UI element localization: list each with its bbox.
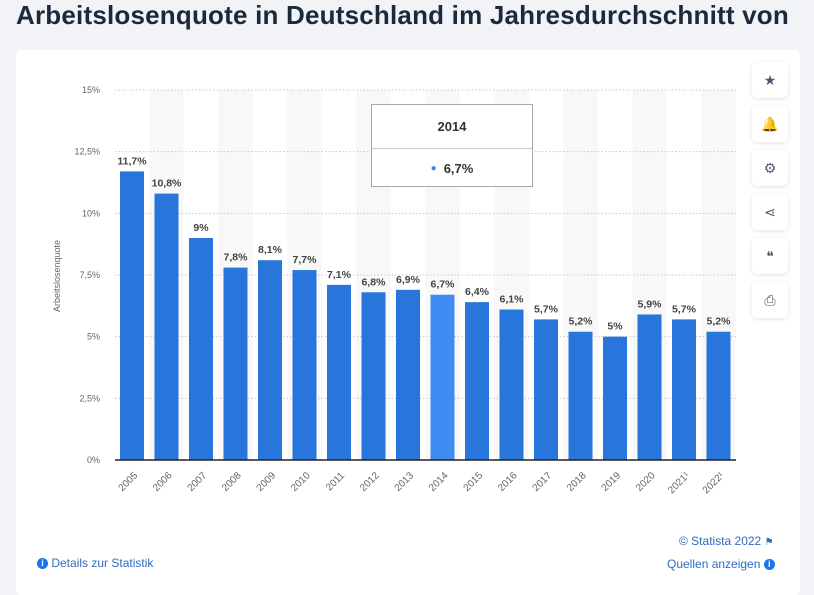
x-tick-label: 2007 [186, 470, 210, 494]
bullet-icon: ● [430, 162, 437, 174]
tooltip-value: 6,7% [443, 160, 474, 176]
print-icon: ⎙ [764, 291, 776, 308]
details-link[interactable]: i Details zur Statistik [37, 556, 153, 570]
bar-2005[interactable] [120, 171, 144, 460]
star-button[interactable]: ★ [752, 62, 788, 98]
x-tick-label: 2012 [358, 470, 382, 494]
bar-2011[interactable] [327, 284, 351, 460]
data-label: 6,1% [500, 294, 525, 306]
bar-2013[interactable] [396, 289, 420, 460]
bell-button[interactable]: 🔔 [752, 106, 788, 142]
y-tick-label: 10% [82, 208, 100, 218]
y-tick-label: 15% [82, 85, 100, 95]
info-icon: i [763, 559, 775, 571]
share-icon: ⋖ [764, 203, 776, 220]
bar-2017[interactable] [534, 319, 558, 460]
details-text: Details zur Statistik [51, 556, 154, 570]
x-tick-label: 2019 [600, 470, 624, 494]
x-tick-label: 2022¹ [701, 470, 727, 496]
copyright-text: © Statista 2022 [679, 534, 762, 548]
bar-2008[interactable] [223, 267, 248, 460]
bar-2022[interactable] [706, 331, 731, 460]
data-label: 5,7% [672, 303, 697, 315]
bar-2016[interactable] [499, 309, 524, 460]
x-tick-label: 2009 [255, 470, 279, 494]
data-label: 5,7% [534, 303, 559, 315]
y-tick-label: 2,5% [79, 393, 100, 403]
x-tick-label: 2020 [634, 470, 658, 494]
bar-2010[interactable] [292, 270, 317, 460]
data-label: 6,4% [465, 286, 490, 298]
info-icon: i [37, 558, 48, 570]
bell-icon: 🔔 [761, 115, 779, 132]
data-label: 5% [607, 321, 623, 333]
x-tick-label: 2005 [117, 470, 141, 494]
bar-2012[interactable] [361, 292, 386, 460]
data-label: 6,7% [431, 279, 456, 291]
data-label: 7,1% [327, 269, 352, 281]
bar-2007[interactable] [189, 238, 213, 460]
x-tick-label: 2017 [531, 470, 555, 494]
x-tick-label: 2006 [151, 470, 175, 494]
y-tick-label: 5% [87, 332, 100, 342]
data-label: 5,2% [569, 316, 594, 328]
x-tick-label: 2021¹ [666, 470, 692, 496]
y-tick-label: 12,5% [74, 147, 100, 157]
quote-icon: ❝ [766, 247, 774, 264]
bar-2006[interactable] [154, 193, 179, 460]
x-tick-label: 2015 [462, 470, 486, 494]
share-button[interactable]: ⋖ [752, 194, 788, 230]
x-tick-label: 2011 [324, 470, 347, 493]
chart-tooltip: 2014 ● 6,7% [371, 104, 533, 187]
bar-2015[interactable] [465, 302, 489, 460]
data-label: 11,7% [117, 155, 147, 167]
y-tick-label: 7,5% [79, 270, 100, 280]
x-tick-label: 2013 [393, 470, 417, 494]
y-axis-label: Arbeitslosenquote [52, 240, 62, 312]
data-label: 10,8% [152, 178, 182, 190]
data-label: 6,8% [362, 276, 387, 288]
data-label: 5,9% [638, 298, 663, 310]
bar-2009[interactable] [258, 260, 282, 460]
star-icon: ★ [763, 71, 777, 88]
y-tick-label: 0% [87, 455, 100, 465]
bar-2020[interactable] [637, 314, 662, 460]
data-label: 7,8% [224, 252, 249, 264]
gear-button[interactable]: ⚙ [752, 150, 788, 186]
x-tick-label: 2018 [565, 470, 589, 494]
x-tick-label: 2008 [220, 470, 244, 494]
print-button[interactable]: ⎙ [752, 282, 788, 318]
bar-2021[interactable] [672, 319, 696, 460]
data-label: 6,9% [396, 274, 421, 286]
x-tick-label: 2016 [496, 470, 520, 494]
x-tick-label: 2010 [289, 470, 313, 494]
bar-2019[interactable] [603, 336, 627, 460]
gear-icon: ⚙ [763, 159, 777, 176]
sources-text: Quellen anzeigen [667, 557, 761, 571]
data-label: 8,1% [258, 244, 283, 256]
bar-2018[interactable] [568, 331, 593, 460]
data-label: 9% [193, 222, 209, 234]
x-tick-label: 2014 [427, 470, 451, 494]
quote-button[interactable]: ❝ [752, 238, 788, 274]
data-label: 7,7% [293, 254, 318, 266]
sources-link[interactable]: Quellen anzeigen i [667, 557, 775, 571]
flag-icon: ⚑ [764, 537, 774, 548]
data-label: 5,2% [707, 316, 732, 328]
copyright-link[interactable]: © Statista 2022 ⚑ [679, 534, 774, 548]
bar-2014[interactable] [430, 294, 455, 460]
tooltip-year: 2014 [372, 105, 532, 149]
page-title: Arbeitslosenquote in Deutschland im Jahr… [16, 0, 789, 30]
